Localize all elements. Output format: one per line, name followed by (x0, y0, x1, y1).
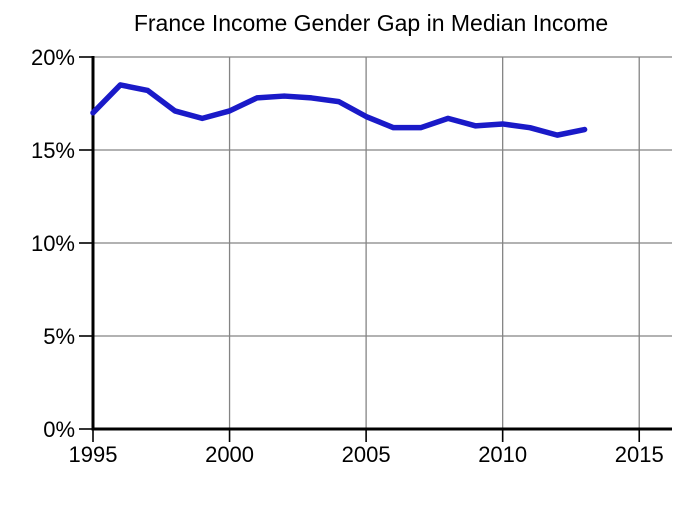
x-axis-tick-label: 2005 (342, 442, 391, 467)
axis-tick-labels: 0% 5% 10% 15% 20% 1995 2000 2005 2010 2015 (31, 45, 664, 467)
x-axis-tick-label: 1995 (69, 442, 118, 467)
data-series (90, 82, 588, 138)
y-axis-tick-label: 5% (43, 324, 75, 349)
x-axis-tick-label: 2000 (205, 442, 254, 467)
x-axis-tick-label: 2015 (615, 442, 664, 467)
y-axis-tick-label: 15% (31, 138, 75, 163)
y-axis-tick-label: 20% (31, 45, 75, 70)
axes (91, 56, 672, 431)
y-axis-tick-label: 0% (43, 417, 75, 442)
axis-ticks (79, 56, 641, 442)
y-axis-tick-label: 10% (31, 231, 75, 256)
chart-title: France Income Gender Gap in Median Incom… (134, 10, 608, 36)
x-axis-tick-label: 2010 (478, 442, 527, 467)
data-line (90, 82, 588, 138)
